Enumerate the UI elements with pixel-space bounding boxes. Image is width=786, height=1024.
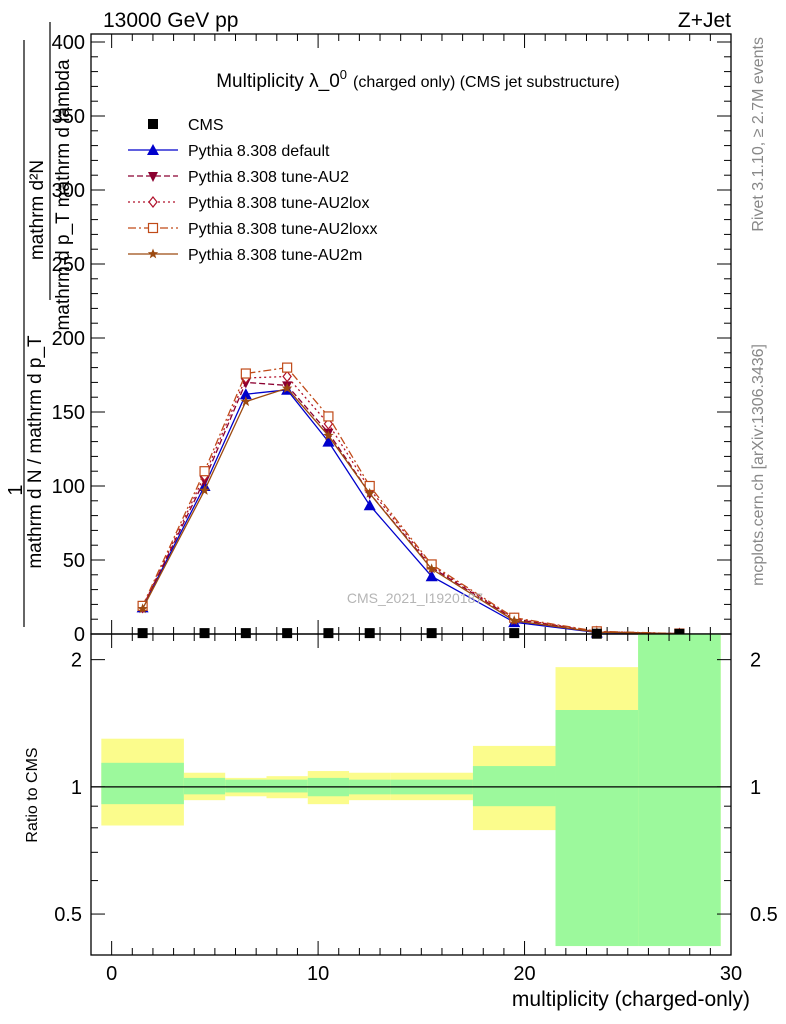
x-tick-label: 30 [720,963,742,985]
legend-label-5: Pythia 8.308 tune-AU2m [188,247,362,264]
series-1-marker [322,435,335,447]
series-4-line [142,366,680,635]
series-1-line [142,389,680,635]
series-1-marker [239,388,252,400]
series-4-marker [199,466,210,477]
series-5-marker [240,396,252,407]
series-5-marker [199,484,210,495]
stat-uncertainty-band [266,779,308,793]
stat-uncertainty-band [101,762,184,805]
ratio-plot-frame: 0 10 20 30 0.5 0.5 1 1 2 2 [54,633,778,985]
legend-label-3: Pythia 8.308 tune-AU2lox [188,195,369,212]
ylabel-outer-denominator: mathrm d N / mathrm d p_T [25,335,46,569]
legend-marker-2 [148,172,158,182]
legend-marker-3 [148,196,158,208]
watermark: CMS_2021_I1920187 [347,590,483,606]
legend-label-2: Pythia 8.308 tune-AU2 [188,169,349,186]
stat-uncertainty-band [555,710,639,947]
y-tick-label: 300 [52,180,85,202]
series-5-marker [364,487,375,498]
ratio-y-tick-label-left: 0.5 [54,904,82,926]
series-0-marker [364,628,375,639]
legend-label-4: Pythia 8.308 tune-AU2loxx [188,221,377,238]
series-0-marker [282,628,293,639]
y-tick-label: 350 [52,106,85,128]
legend-marker-5 [147,248,159,259]
series-0-marker [426,628,437,639]
series-5-marker [509,615,520,626]
ylabel-inner-denominator: mathrm d p_T mathrm d lambda [53,59,74,330]
stat-uncertainty-band [225,779,267,793]
ratio-y-tick-label-right: 0.5 [750,904,778,926]
series-4-marker [323,411,334,422]
series-3-marker [282,370,292,383]
legend-marker-1 [147,144,159,155]
header-right: Z+Jet [678,9,731,32]
stat-uncertainty-band [183,777,226,795]
rivet-label: Rivet 3.1.10, ≥ 2.7M events [750,37,767,232]
ratio-axes-box [90,633,732,956]
ylabel-inner-numerator: mathrm d²N [27,160,48,260]
series-0-marker [137,628,148,639]
y-tick-label: 150 [52,402,85,424]
ratio-y-tick-label-right: 2 [750,650,761,672]
plot-title-sup: 0 [340,67,347,82]
series-0-marker [199,628,210,639]
main-ylabel: 1 mathrm d N / mathrm d p_T mathrm d²N m… [5,22,74,627]
y-tick-label: 400 [52,32,85,54]
header-left: 13000 GeV pp [103,9,238,32]
x-axis-label: multiplicity (charged-only) [512,988,750,1011]
stat-uncertainty-band [472,766,556,807]
series-4-marker [282,362,293,373]
series-0-marker [240,628,251,639]
ratio-y-tick-label-left: 1 [71,777,82,799]
y-tick-label: 250 [52,254,85,276]
y-tick-label: 0 [74,624,85,646]
plot-title-main: Multiplicity λ_0 [216,71,340,92]
series-5-marker [137,603,148,614]
x-tick-label: 10 [307,963,329,985]
ratio-y-tick-label-left: 2 [71,650,82,672]
series-5-line [142,387,680,635]
plot-title: Multiplicity λ_00 (charged only) (CMS jet… [216,67,620,92]
ratio-y-tick-label-right: 1 [750,777,761,799]
stat-uncertainty-band [638,634,721,947]
y-tick-label: 50 [63,550,85,572]
ylabel-one: 1 [5,484,27,495]
series-0-marker [509,628,520,639]
ratio-ylabel: Ratio to CMS [24,747,41,842]
series-3-line [142,375,680,635]
legend-label-0: CMS [188,117,224,134]
y-tick-label: 100 [52,476,85,498]
series-5-marker [426,563,437,574]
series-4-marker [240,368,251,379]
series-1-marker [363,499,376,511]
legend: CMS Pythia 8.308 default Pythia 8.308 tune… [128,117,377,264]
x-tick-label: 20 [513,963,535,985]
mcplots-label: mcplots.cern.ch [arXiv:1306.3436] [750,344,767,586]
plot-title-tail: (charged only) (CMS jet substructure) [353,74,620,91]
y-tick-label: 200 [52,328,85,350]
legend-label-1: Pythia 8.308 default [188,143,330,160]
series-5-marker [323,430,334,441]
series-5-marker [281,382,293,393]
series-0-marker [323,628,334,639]
ratio-band-group [91,634,731,947]
x-tick-label: 0 [106,963,117,985]
legend-marker-4 [147,222,159,234]
legend-marker-0 [148,119,158,129]
series-1-marker [425,570,438,582]
